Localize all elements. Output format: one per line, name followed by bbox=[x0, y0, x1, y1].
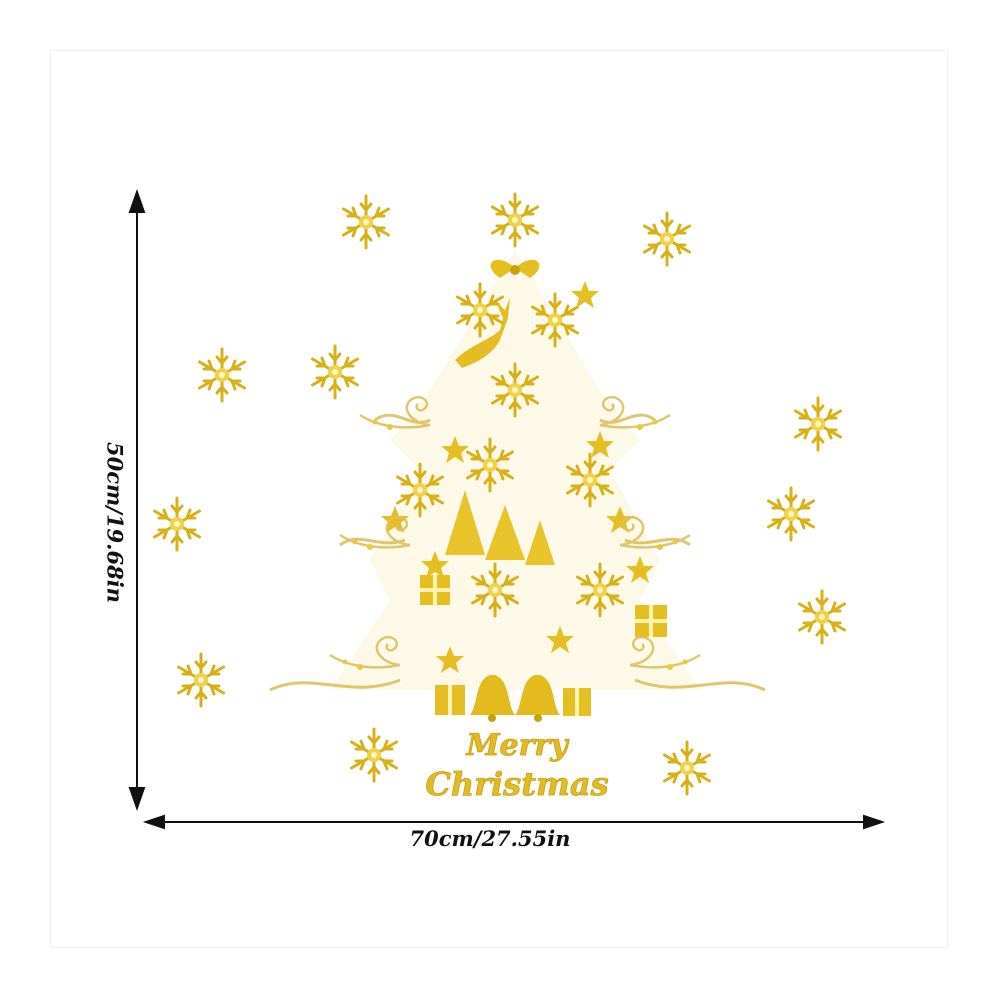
snowflake-icon bbox=[643, 211, 691, 267]
mini-trees-icon bbox=[445, 490, 555, 565]
snowflake-icon bbox=[767, 486, 815, 542]
height-dimension-label: 50cm/19.68in bbox=[102, 442, 128, 603]
left-swirl-branches bbox=[269, 395, 432, 692]
greeting-merry: Merry bbox=[465, 728, 570, 763]
snowflake-icon bbox=[311, 344, 359, 400]
snowflake-icon bbox=[798, 589, 846, 645]
gift-box-icon bbox=[420, 575, 450, 605]
star-icon bbox=[571, 281, 599, 308]
snowflake-icon bbox=[794, 396, 842, 452]
bow-icon bbox=[490, 259, 540, 278]
gift-box-icon bbox=[435, 685, 465, 715]
snowflake-icon bbox=[198, 347, 246, 403]
gift-box-icon bbox=[563, 688, 591, 716]
snowflake-icon bbox=[342, 194, 390, 250]
snowflake-icon bbox=[350, 727, 398, 783]
snowflake-icon bbox=[153, 496, 201, 552]
gift-box-icon bbox=[635, 605, 667, 637]
greeting-christmas: Christmas bbox=[425, 765, 608, 803]
right-swirl-branches bbox=[598, 395, 766, 692]
bells-icon bbox=[470, 675, 560, 722]
image-frame bbox=[50, 50, 948, 948]
snowflake-icon bbox=[663, 740, 711, 796]
width-dimension-arrow bbox=[142, 814, 886, 830]
height-dimension-arrow bbox=[128, 188, 146, 812]
reindeer-icon bbox=[455, 298, 510, 368]
width-dimension-label: 70cm/27.55in bbox=[409, 826, 571, 851]
snowflake-icon bbox=[177, 652, 225, 708]
tree-top-star-icon bbox=[491, 192, 539, 248]
